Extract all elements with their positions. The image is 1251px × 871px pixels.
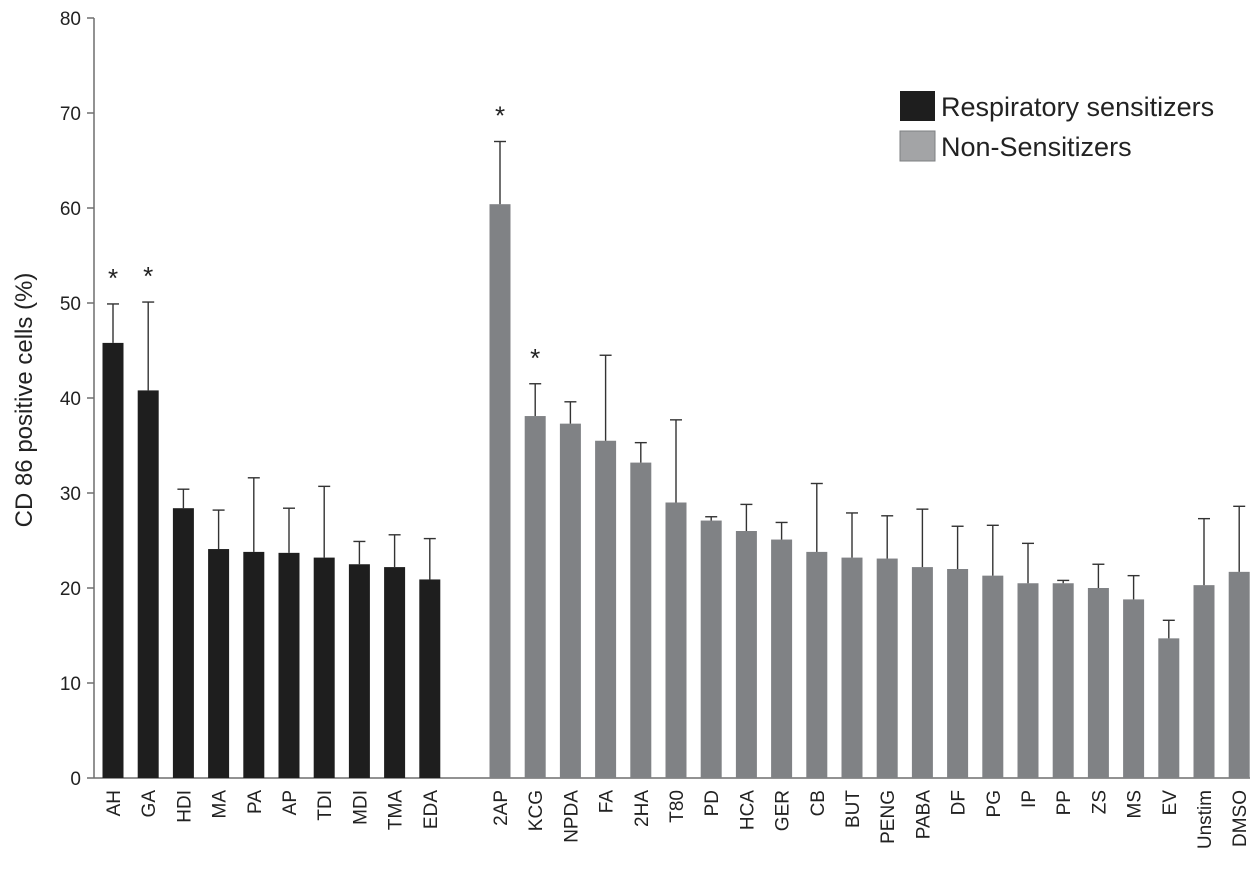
bar — [1228, 571, 1250, 778]
x-tick-label: HDI — [174, 790, 195, 823]
bar — [384, 567, 406, 778]
bar — [1052, 583, 1074, 778]
bar — [982, 575, 1004, 778]
x-tick-label: KCG — [526, 790, 547, 831]
x-tick-label: MDI — [350, 790, 371, 825]
y-tick-label: 60 — [60, 199, 81, 220]
bar — [102, 342, 124, 778]
x-tick-label: MS — [1125, 790, 1146, 819]
x-tick-label: ZS — [1089, 790, 1110, 814]
y-tick-label: 30 — [60, 484, 81, 505]
y-axis-label: CD 86 positive cells (%) — [11, 273, 38, 528]
bar — [419, 579, 441, 778]
legend: Respiratory sensitizers Non-Sensitizers — [899, 91, 1214, 162]
y-tick-label: 50 — [60, 294, 81, 315]
x-tick-label: MA — [210, 790, 231, 819]
x-tick-label: PP — [1054, 790, 1075, 815]
y-tick-label: 20 — [60, 579, 81, 600]
bar — [1017, 583, 1039, 778]
x-tick-label: BUT — [843, 790, 864, 828]
x-tick-label: AH — [104, 790, 125, 816]
x-tick-label: 2HA — [632, 790, 653, 827]
y-tick-label: 80 — [60, 9, 81, 30]
bar — [1193, 585, 1215, 778]
x-tick-label: IP — [1019, 790, 1040, 808]
x-tick-label: 2AP — [491, 790, 512, 826]
bar — [595, 440, 617, 778]
bar — [524, 416, 546, 778]
bar — [172, 508, 194, 778]
bar — [208, 549, 230, 778]
significance-star: * — [108, 263, 118, 293]
bar — [278, 552, 300, 778]
x-tick-label: CB — [808, 790, 829, 816]
bar — [1158, 638, 1180, 778]
bar — [700, 520, 722, 778]
bar — [1123, 599, 1145, 778]
significance-star: * — [143, 261, 153, 291]
bar — [911, 567, 933, 778]
x-tick-label: DF — [949, 790, 970, 815]
bar — [876, 558, 898, 778]
x-tick-label: NPDA — [561, 790, 582, 843]
significance-star: * — [530, 343, 540, 373]
bar — [559, 423, 581, 778]
y-tick-label: 70 — [60, 104, 81, 125]
x-tick-label: AP — [280, 790, 301, 815]
bar — [841, 557, 863, 778]
x-tick-label: PA — [245, 790, 266, 814]
x-tick-label: PABA — [913, 790, 934, 840]
x-tick-label: PD — [702, 790, 723, 816]
y-tick-label: 40 — [60, 389, 81, 410]
x-tick-label: PG — [984, 790, 1005, 817]
legend-label-non-sensitizers: Non-Sensitizers — [941, 132, 1132, 162]
significance-star: * — [495, 101, 505, 131]
bar — [313, 557, 335, 778]
x-tick-label: EDA — [421, 790, 442, 829]
x-tick-label: HCA — [737, 790, 758, 830]
bar — [137, 390, 159, 778]
x-tick-label: TMA — [386, 790, 407, 830]
x-tick-label: T80 — [667, 790, 688, 823]
legend-swatch-respiratory — [900, 91, 935, 121]
x-tick-label: TDI — [315, 790, 336, 821]
x-tick-labels: AH GA HDI MA PA AP TDI MDI TMA EDA 2AP KCG NPDA FA 2HA… — [104, 790, 1251, 850]
x-tick-label: GER — [773, 790, 794, 831]
bar — [771, 539, 793, 778]
x-tick-label: DMSO — [1230, 790, 1251, 847]
bar — [947, 569, 969, 778]
bar — [243, 551, 265, 778]
x-tick-label: GA — [139, 790, 160, 818]
bar — [806, 551, 828, 778]
x-tick-label: EV — [1160, 790, 1181, 816]
legend-swatch-non-sensitizers — [899, 130, 936, 162]
y-tick-label: 10 — [60, 674, 81, 695]
bar — [665, 502, 687, 778]
legend-label-respiratory: Respiratory sensitizers — [941, 92, 1214, 122]
bar — [489, 204, 511, 778]
bar — [630, 462, 652, 778]
x-tick-label: FA — [597, 790, 618, 814]
bars: * * * * — [102, 101, 1250, 778]
x-tick-label: Unstim — [1195, 790, 1216, 849]
bar — [348, 564, 370, 778]
bar — [735, 531, 757, 778]
y-tick-label: 0 — [70, 769, 81, 790]
x-tick-label: PENG — [878, 790, 899, 844]
bar — [1087, 588, 1109, 778]
